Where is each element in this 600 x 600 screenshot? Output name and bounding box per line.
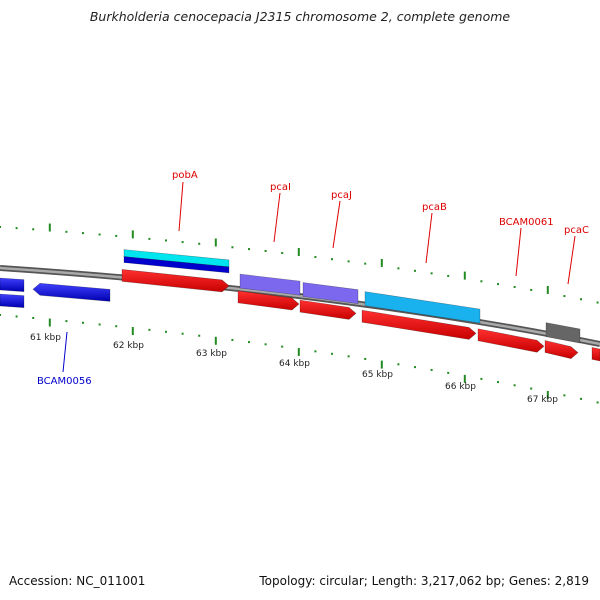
- gene-label-pcaB[interactable]: pcaB: [422, 202, 447, 213]
- gene-label-pobA[interactable]: pobA: [172, 170, 198, 181]
- genome-summary: Topology: circular; Length: 3,217,062 bp…: [259, 574, 589, 588]
- leader-line: [62, 331, 68, 373]
- leader-line: [273, 192, 281, 243]
- scale-label-61: 61 kbp: [30, 333, 61, 343]
- gene-label-pcaI[interactable]: pcaI: [270, 182, 291, 193]
- scale-label-67: 67 kbp: [527, 395, 558, 405]
- cds-pcaB: [361, 309, 477, 340]
- cds-pcaI-top: [239, 273, 301, 296]
- scale-label-63: 63 kbp: [196, 349, 227, 359]
- leader-line: [425, 212, 433, 264]
- cds-pobA: [121, 269, 230, 293]
- scale-ticks: [0, 223, 599, 404]
- cds-BCAM0056: [32, 282, 111, 302]
- cds-reverse: [0, 293, 25, 308]
- label-leaders: [62, 181, 576, 373]
- cds-BCAM0061: [477, 328, 545, 353]
- gene-label-BCAM0056[interactable]: BCAM0056: [37, 376, 92, 387]
- leader-line: [567, 235, 576, 285]
- cds-top-grey: [545, 322, 581, 344]
- scale-label-64: 64 kbp: [279, 359, 310, 369]
- cds-pcaI: [237, 290, 300, 311]
- gene-label-BCAM0061[interactable]: BCAM0061: [499, 217, 554, 228]
- cds-reverse: [0, 277, 25, 292]
- cds-edge: [591, 347, 600, 362]
- cds-pcaC: [544, 340, 579, 359]
- cds-pcaB-top: [364, 291, 481, 324]
- leader-line: [178, 181, 184, 232]
- scale-label-66: 66 kbp: [445, 382, 476, 392]
- scale-label-62: 62 kbp: [113, 341, 144, 351]
- leader-line: [332, 200, 341, 249]
- accession-text: Accession: NC_011001: [9, 574, 146, 588]
- gene-label-pcaJ[interactable]: pcaJ: [331, 190, 352, 201]
- gene-features: [0, 249, 600, 362]
- scale-label-65: 65 kbp: [362, 370, 393, 380]
- leader-line: [515, 227, 522, 277]
- cds-pcaJ: [299, 299, 357, 320]
- cds-pcaJ-top: [302, 282, 359, 304]
- cds-pobA-mid: [123, 256, 230, 274]
- gene-label-pcaC[interactable]: pcaC: [564, 225, 589, 236]
- map-title: Burkholderia cenocepacia J2315 chromosom…: [89, 9, 511, 24]
